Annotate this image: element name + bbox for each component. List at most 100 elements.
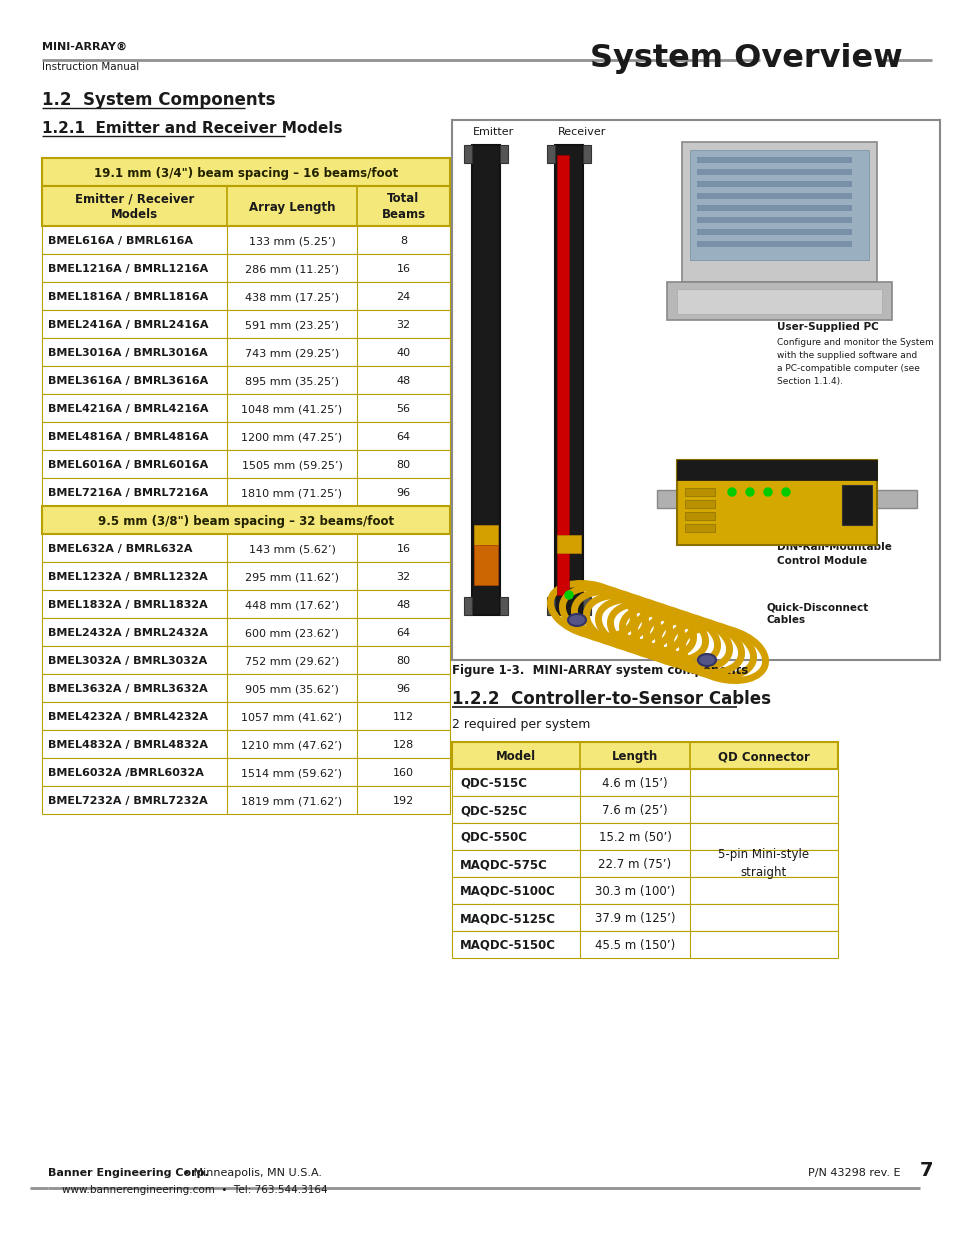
Bar	[452, 904, 837, 931]
Text: 15.2 m (50’): 15.2 m (50’)	[598, 831, 671, 844]
Text: 1210 mm (47.62’): 1210 mm (47.62’)	[241, 740, 342, 750]
Bar	[452, 877, 837, 904]
Text: Quick-Disconnect: Quick-Disconnect	[766, 601, 868, 613]
Bar	[42, 338, 450, 366]
Text: Model: Model	[496, 750, 536, 763]
Bar	[697, 182, 851, 186]
Bar	[689, 149, 868, 261]
Text: 22.7 m (75’): 22.7 m (75’)	[598, 858, 671, 871]
Text: QD Connector: QD Connector	[718, 750, 809, 763]
Text: System Overview: System Overview	[589, 43, 902, 74]
Text: 160: 160	[393, 768, 414, 778]
Bar	[42, 618, 450, 646]
Text: 5-pin Mini-style
straight: 5-pin Mini-style straight	[718, 848, 809, 879]
Text: BMEL4232A / BMRL4232A: BMEL4232A / BMRL4232A	[48, 713, 208, 722]
Text: 8: 8	[399, 236, 407, 246]
Text: Cables: Cables	[766, 615, 805, 625]
Bar	[42, 562, 450, 590]
Bar	[42, 282, 450, 310]
Text: Total
Beams: Total Beams	[381, 193, 425, 221]
Text: 286 mm (11.25’): 286 mm (11.25’)	[245, 264, 338, 274]
Text: 1810 mm (71.25’): 1810 mm (71.25’)	[241, 488, 342, 498]
Circle shape	[745, 488, 753, 496]
Text: 19.1 mm (3/4") beam spacing – 16 beams/foot: 19.1 mm (3/4") beam spacing – 16 beams/f…	[93, 167, 397, 179]
Text: 7: 7	[919, 1161, 933, 1179]
Text: Array Length: Array Length	[249, 200, 335, 214]
Text: 7.6 m (25’): 7.6 m (25’)	[601, 804, 667, 818]
Bar	[546, 144, 555, 163]
Text: Emitter / Receiver
Models: Emitter / Receiver Models	[74, 193, 194, 221]
Bar	[684, 488, 714, 496]
Bar	[499, 144, 507, 163]
Bar	[697, 228, 851, 235]
Text: 96: 96	[396, 488, 410, 498]
Bar	[666, 282, 891, 320]
Text: BMEL1216A / BMRL1216A: BMEL1216A / BMRL1216A	[48, 264, 208, 274]
Text: P/N 43298 rev. E: P/N 43298 rev. E	[807, 1168, 900, 1178]
Bar	[557, 156, 568, 595]
Bar	[677, 459, 876, 545]
Text: 600 mm (23.62’): 600 mm (23.62’)	[245, 629, 338, 638]
Bar	[555, 144, 582, 615]
Text: QDC-515C: QDC-515C	[459, 777, 526, 790]
Text: 24: 24	[395, 291, 410, 303]
Text: 4.6 m (15’): 4.6 m (15’)	[601, 777, 667, 790]
Text: Emitter: Emitter	[473, 127, 514, 137]
Bar	[697, 157, 851, 163]
Text: 752 mm (29.62’): 752 mm (29.62’)	[245, 656, 338, 666]
Bar	[452, 769, 837, 797]
Bar	[42, 394, 450, 422]
Text: Receiver: Receiver	[558, 127, 605, 137]
Text: a PC-compatible computer (see: a PC-compatible computer (see	[776, 364, 919, 373]
Text: BMEL1232A / BMRL1232A: BMEL1232A / BMRL1232A	[48, 572, 208, 582]
Text: 2 required per system: 2 required per system	[452, 718, 590, 731]
Bar	[42, 226, 450, 254]
Text: BMEL7232A / BMRL7232A: BMEL7232A / BMRL7232A	[48, 797, 208, 806]
Text: BMEL2416A / BMRL2416A: BMEL2416A / BMRL2416A	[48, 320, 209, 330]
Bar	[546, 597, 555, 615]
Text: MAQDC-5125C: MAQDC-5125C	[459, 911, 556, 925]
Text: 32: 32	[396, 572, 410, 582]
Text: Instruction Manual: Instruction Manual	[42, 62, 139, 72]
Bar	[582, 597, 590, 615]
Text: 30.3 m (100’): 30.3 m (100’)	[595, 885, 675, 898]
Text: 743 mm (29.25’): 743 mm (29.25’)	[245, 348, 338, 358]
Ellipse shape	[698, 655, 716, 666]
Bar	[697, 241, 851, 247]
Bar	[463, 597, 472, 615]
Bar	[42, 158, 450, 186]
Bar	[42, 590, 450, 618]
Text: 591 mm (23.25’): 591 mm (23.25’)	[245, 320, 338, 330]
Text: Control Module: Control Module	[776, 556, 866, 566]
Bar	[42, 450, 450, 478]
Text: BMEL6032A /BMRL6032A: BMEL6032A /BMRL6032A	[48, 768, 204, 778]
Text: 128: 128	[393, 740, 414, 750]
Text: 1.2.2  Controller-to-Sensor Cables: 1.2.2 Controller-to-Sensor Cables	[452, 690, 770, 708]
Text: MAQDC-5100C: MAQDC-5100C	[459, 885, 556, 898]
Bar	[582, 144, 590, 163]
Text: Length: Length	[611, 750, 658, 763]
Circle shape	[763, 488, 771, 496]
Bar	[474, 525, 497, 545]
Text: BMEL3616A / BMRL3616A: BMEL3616A / BMRL3616A	[48, 375, 208, 387]
Bar	[42, 730, 450, 758]
Text: BMEL4832A / BMRL4832A: BMEL4832A / BMRL4832A	[48, 740, 208, 750]
Text: 45.5 m (150’): 45.5 m (150’)	[595, 939, 675, 952]
Text: 32: 32	[396, 320, 410, 330]
Text: BMEL4816A / BMRL4816A: BMEL4816A / BMRL4816A	[48, 432, 209, 442]
Bar	[677, 459, 876, 480]
Text: 1048 mm (41.25’): 1048 mm (41.25’)	[241, 404, 342, 414]
Text: 37.9 m (125’): 37.9 m (125’)	[594, 911, 675, 925]
Text: QDC-525C: QDC-525C	[459, 804, 526, 818]
Text: BMEL632A / BMRL632A: BMEL632A / BMRL632A	[48, 543, 193, 555]
Bar	[684, 524, 714, 532]
Ellipse shape	[567, 614, 585, 626]
Text: Configure and monitor the System: Configure and monitor the System	[776, 338, 933, 347]
Circle shape	[781, 488, 789, 496]
Text: BMEL6016A / BMRL6016A: BMEL6016A / BMRL6016A	[48, 459, 208, 471]
Text: 1.2  System Components: 1.2 System Components	[42, 91, 275, 109]
Bar	[472, 144, 499, 615]
Bar	[42, 254, 450, 282]
Text: BMEL1832A / BMRL1832A: BMEL1832A / BMRL1832A	[48, 600, 208, 610]
Text: BMEL616A / BMRL616A: BMEL616A / BMRL616A	[48, 236, 193, 246]
